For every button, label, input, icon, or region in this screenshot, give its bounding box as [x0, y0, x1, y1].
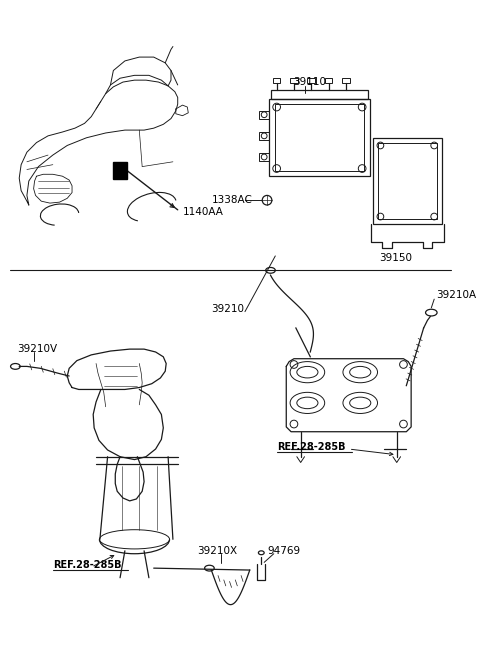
Text: 94769: 94769: [267, 546, 300, 556]
Bar: [372, 138, 442, 224]
Bar: [113, 162, 127, 179]
Text: 1140AA: 1140AA: [182, 207, 223, 217]
Bar: [271, 90, 368, 100]
Text: 39210: 39210: [211, 304, 244, 314]
Bar: [259, 153, 269, 161]
Text: 1338AC: 1338AC: [211, 195, 252, 205]
Bar: [307, 78, 315, 83]
Bar: [259, 111, 269, 119]
Text: 39210X: 39210X: [197, 546, 237, 556]
Text: 39210V: 39210V: [17, 344, 58, 354]
Bar: [324, 78, 332, 83]
Bar: [342, 78, 349, 83]
Bar: [275, 104, 364, 172]
Bar: [273, 78, 280, 83]
Text: REF.28-285B: REF.28-285B: [53, 560, 121, 571]
Bar: [378, 143, 437, 219]
Text: 39210A: 39210A: [436, 290, 476, 301]
Bar: [290, 78, 298, 83]
Bar: [259, 132, 269, 140]
Bar: [269, 100, 370, 176]
Text: REF.28-285B: REF.28-285B: [276, 442, 345, 452]
Text: 39150: 39150: [380, 253, 412, 263]
Text: 39110: 39110: [293, 77, 326, 87]
